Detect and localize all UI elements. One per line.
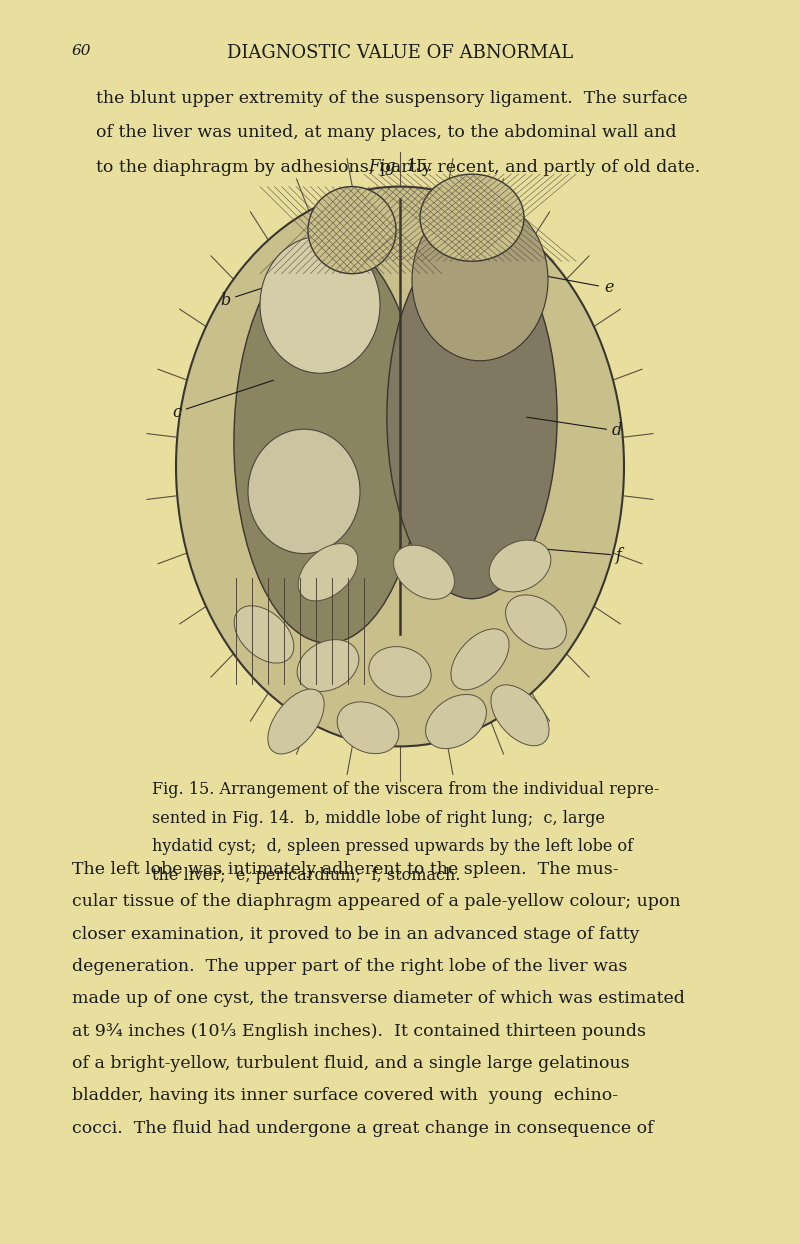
Text: to the diaphragm by adhesions, partly recent, and partly of old date.: to the diaphragm by adhesions, partly re… bbox=[96, 159, 700, 177]
Text: c: c bbox=[172, 381, 274, 420]
Text: at 9¾ inches (10⅓ English inches).  It contained thirteen pounds: at 9¾ inches (10⅓ English inches). It co… bbox=[72, 1023, 646, 1040]
Text: Fig. 15.: Fig. 15. bbox=[368, 158, 432, 175]
Text: cocci.  The fluid had undergone a great change in consequence of: cocci. The fluid had undergone a great c… bbox=[72, 1120, 654, 1137]
Text: hydatid cyst;  d, spleen pressed upwards by the left lobe of: hydatid cyst; d, spleen pressed upwards … bbox=[152, 838, 633, 856]
Text: of a bright-yellow, turbulent fluid, and a single large gelatinous: of a bright-yellow, turbulent fluid, and… bbox=[72, 1055, 630, 1072]
Text: the liver;  e, pericardium;  f, stomach.: the liver; e, pericardium; f, stomach. bbox=[152, 867, 461, 884]
Text: bladder, having its inner surface covered with  young  echino-: bladder, having its inner surface covere… bbox=[72, 1087, 618, 1105]
Text: the blunt upper extremity of the suspensory ligament.  The surface: the blunt upper extremity of the suspens… bbox=[96, 90, 688, 107]
Text: made up of one cyst, the transverse diameter of which was estimated: made up of one cyst, the transverse diam… bbox=[72, 990, 685, 1008]
Text: of the liver was united, at many places, to the abdominal wall and: of the liver was united, at many places,… bbox=[96, 124, 677, 142]
Text: b: b bbox=[220, 262, 342, 309]
Text: cular tissue of the diaphragm appeared of a pale-yellow colour; upon: cular tissue of the diaphragm appeared o… bbox=[72, 893, 681, 911]
Text: The left lobe was intimately adherent to the spleen.  The mus-: The left lobe was intimately adherent to… bbox=[72, 861, 618, 878]
Ellipse shape bbox=[234, 240, 422, 643]
Ellipse shape bbox=[308, 187, 396, 274]
Ellipse shape bbox=[420, 174, 524, 261]
Text: d: d bbox=[526, 417, 622, 439]
Ellipse shape bbox=[412, 199, 548, 361]
Ellipse shape bbox=[297, 639, 359, 692]
Ellipse shape bbox=[268, 689, 324, 754]
Ellipse shape bbox=[489, 540, 551, 592]
Text: 60: 60 bbox=[72, 44, 91, 57]
Ellipse shape bbox=[234, 606, 294, 663]
Ellipse shape bbox=[369, 647, 431, 697]
Ellipse shape bbox=[451, 629, 509, 689]
Text: degeneration.  The upper part of the right lobe of the liver was: degeneration. The upper part of the righ… bbox=[72, 958, 627, 975]
Text: sented in Fig. 14.  b, middle lobe of right lung;  c, large: sented in Fig. 14. b, middle lobe of rig… bbox=[152, 810, 605, 827]
Ellipse shape bbox=[394, 545, 454, 600]
Text: closer examination, it proved to be in an advanced stage of fatty: closer examination, it proved to be in a… bbox=[72, 926, 639, 943]
Ellipse shape bbox=[506, 595, 566, 649]
Text: Fig. 15. Arrangement of the viscera from the individual repre-: Fig. 15. Arrangement of the viscera from… bbox=[152, 781, 659, 799]
Text: f: f bbox=[526, 547, 622, 564]
Ellipse shape bbox=[491, 685, 549, 745]
Ellipse shape bbox=[387, 235, 557, 598]
Ellipse shape bbox=[260, 236, 380, 373]
Ellipse shape bbox=[248, 429, 360, 554]
Ellipse shape bbox=[176, 187, 624, 746]
Ellipse shape bbox=[337, 702, 399, 754]
Text: DIAGNOSTIC VALUE OF ABNORMAL: DIAGNOSTIC VALUE OF ABNORMAL bbox=[227, 44, 573, 61]
Ellipse shape bbox=[298, 544, 358, 601]
Text: e: e bbox=[502, 267, 614, 296]
Ellipse shape bbox=[426, 694, 486, 749]
